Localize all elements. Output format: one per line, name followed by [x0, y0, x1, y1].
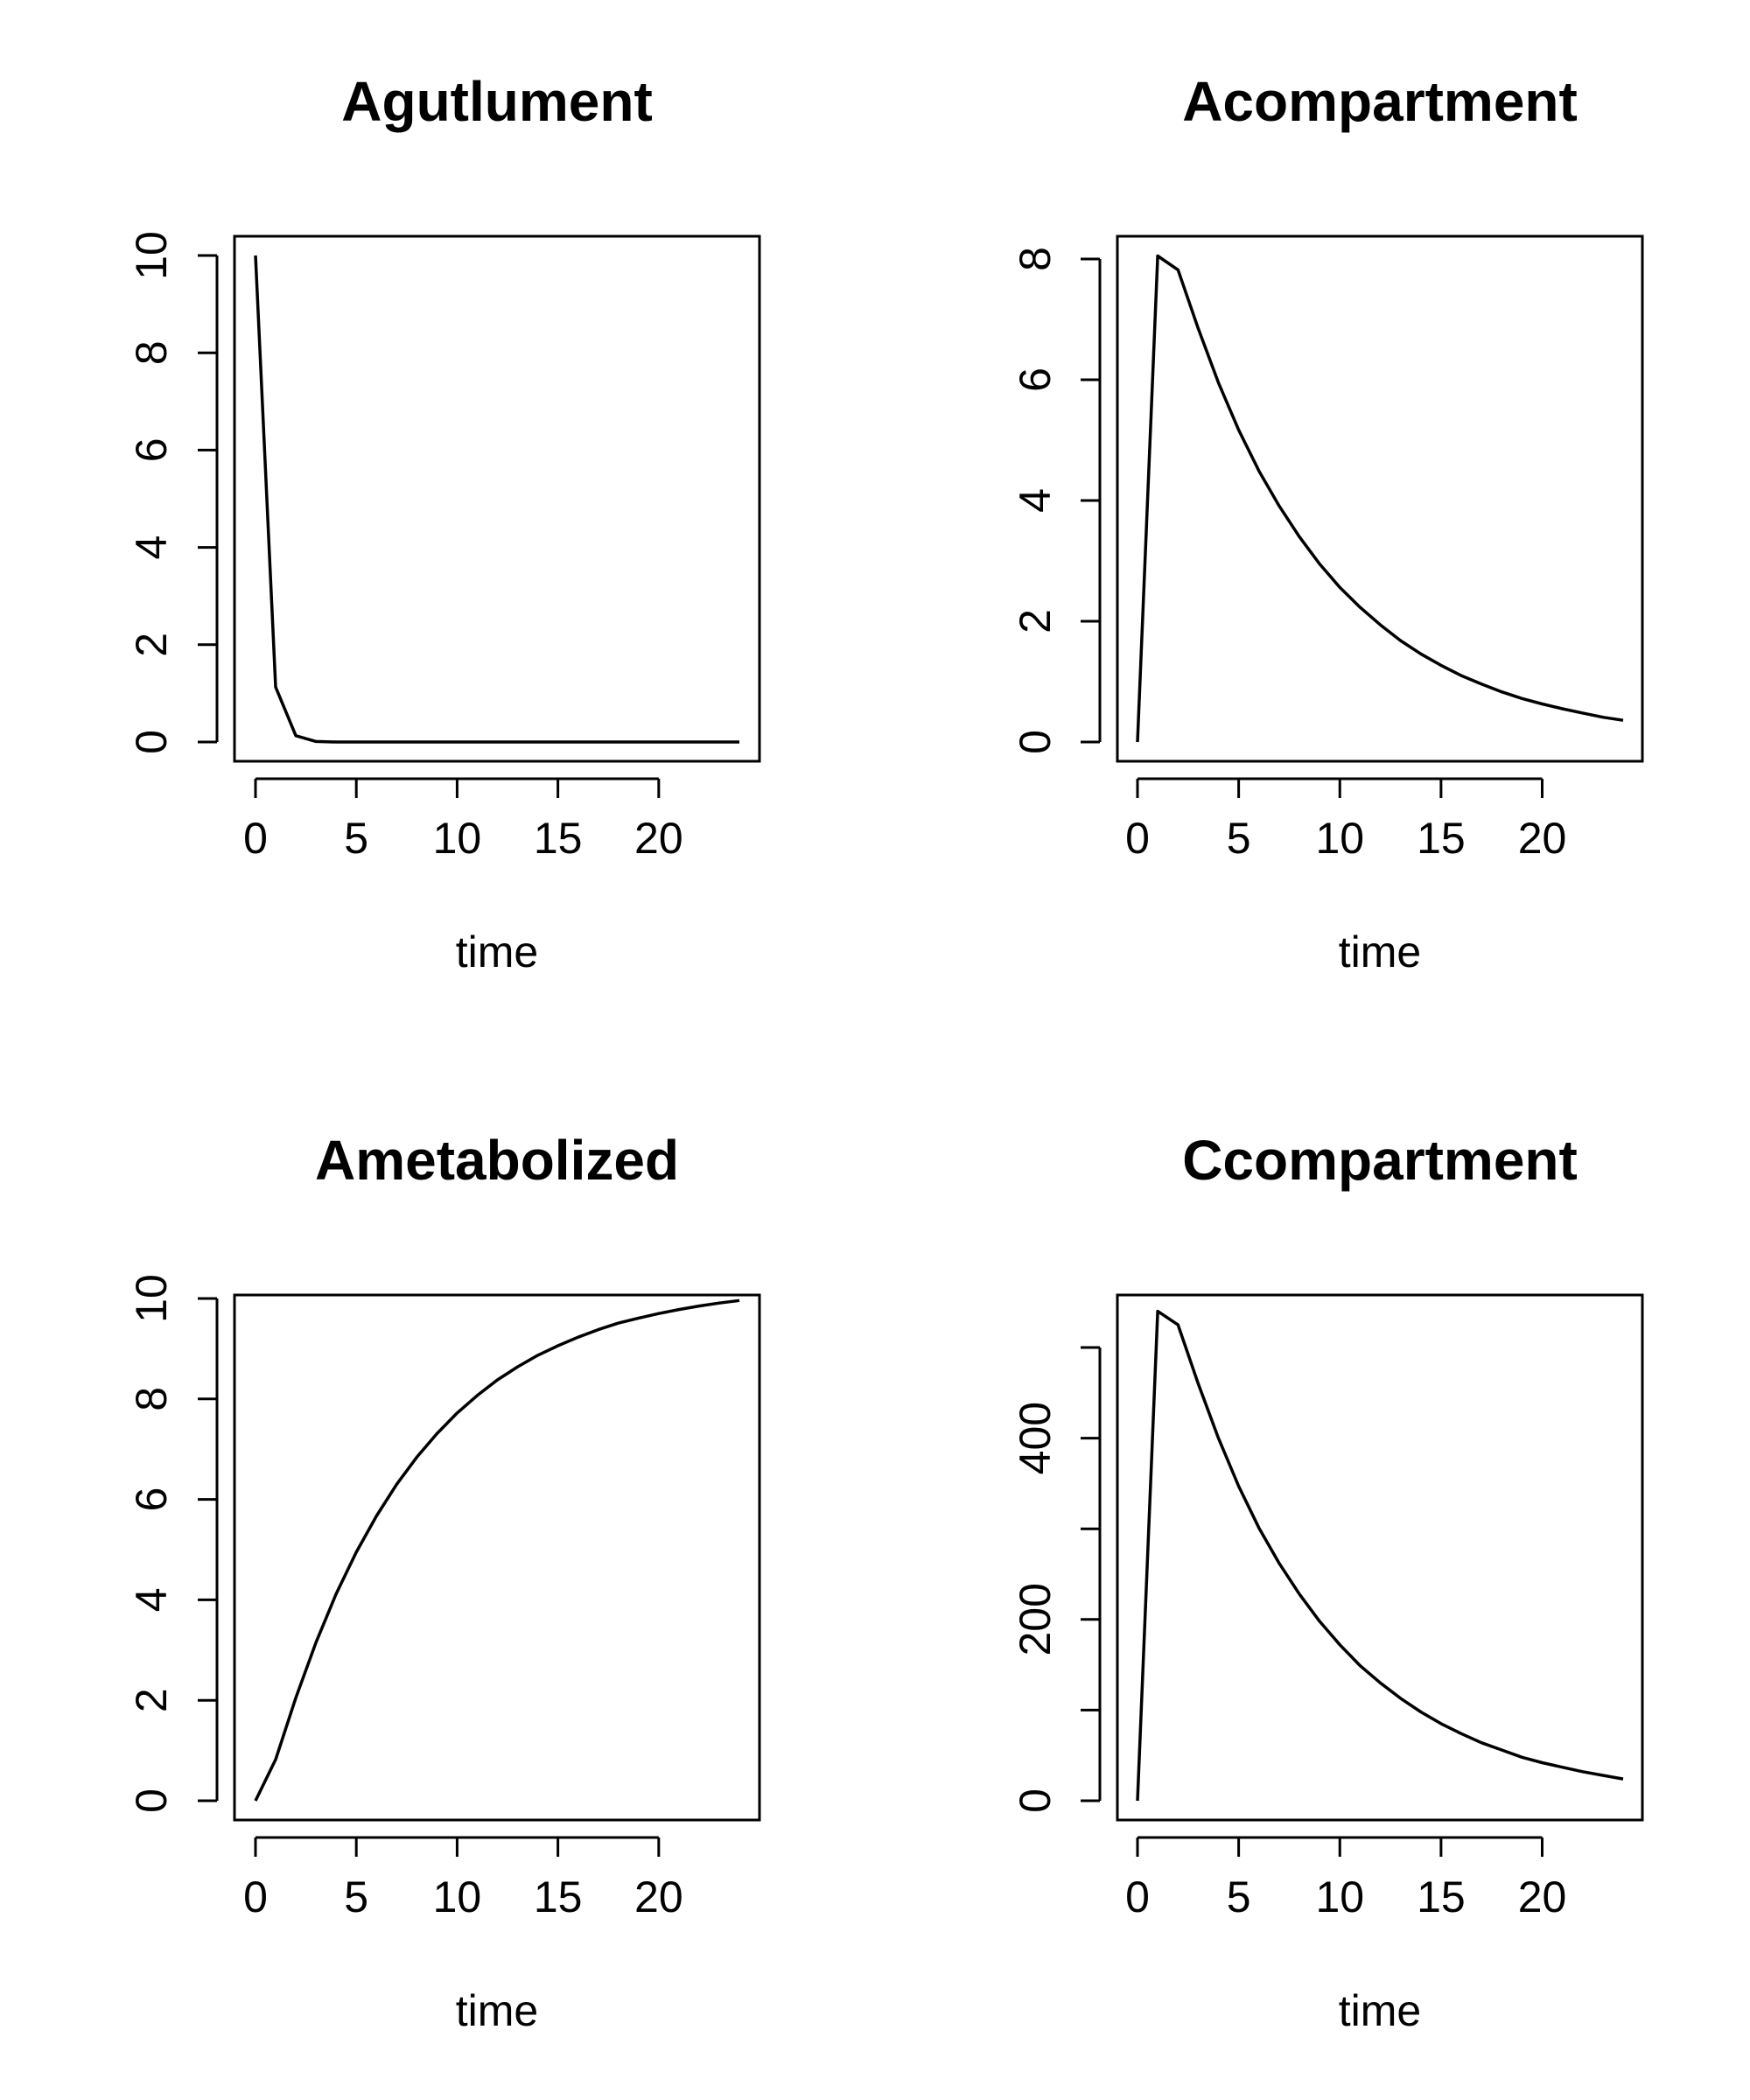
- ccompartment-y-tick-label: 200: [1011, 1583, 1060, 1656]
- ametabolized-x-tick-label: 15: [534, 1872, 583, 1922]
- acompartment-x-tick-label: 0: [1125, 814, 1150, 863]
- ametabolized-x-tick-label: 5: [344, 1872, 368, 1922]
- acompartment-x-tick-label: 10: [1315, 814, 1364, 863]
- ccompartment-x-tick-label: 20: [1518, 1872, 1567, 1922]
- ccompartment-y-tick-label: 0: [1011, 1788, 1060, 1813]
- ametabolized-x-tick-label: 10: [433, 1872, 482, 1922]
- agutlument-x-tick-label: 5: [344, 814, 368, 863]
- ametabolized-y-tick-label: 8: [127, 1387, 176, 1411]
- acompartment-y-tick-label: 4: [1011, 488, 1060, 513]
- acompartment-title: Acompartment: [1182, 70, 1578, 133]
- acompartment-x-tick-label: 5: [1227, 814, 1251, 863]
- agutlument-x-tick-label: 10: [433, 814, 482, 863]
- acompartment-y-tick-label: 0: [1011, 730, 1060, 754]
- ametabolized-x-tick-label: 0: [243, 1872, 268, 1922]
- acompartment-y-tick-label: 6: [1011, 368, 1060, 392]
- agutlument-x-axis-label: time: [456, 928, 538, 976]
- acompartment-x-tick-label: 15: [1417, 814, 1466, 863]
- ccompartment-plot-frame: [1116, 1293, 1644, 1822]
- agutlument-plot-frame: [233, 234, 761, 763]
- agutlument-y-tick-label: 8: [127, 340, 176, 365]
- ametabolized-x-tick-label: 20: [634, 1872, 683, 1922]
- ametabolized-y-tick-label: 4: [127, 1587, 176, 1612]
- acompartment-x-axis-label: time: [1339, 928, 1421, 976]
- ccompartment-x-tick-label: 10: [1315, 1872, 1364, 1922]
- panel-agutlument: Agutlument 0 5 10 15 20 time 0 2 4 6 8 10: [127, 70, 761, 976]
- ametabolized-y-tick-label: 0: [127, 1788, 176, 1813]
- agutlument-y-tick-label: 0: [127, 730, 176, 754]
- agutlument-title: Agutlument: [341, 70, 653, 133]
- acompartment-y-tick-label: 2: [1011, 609, 1060, 634]
- agutlument-x-tick-label: 15: [534, 814, 583, 863]
- ccompartment-series-line: [1136, 1309, 1624, 1802]
- agutlument-series-line: [254, 255, 739, 744]
- panel-ccompartment: Ccompartment 0 5 10 15 20 time 0 200 400: [1011, 1129, 1644, 2035]
- ametabolized-series-line: [254, 1298, 740, 1802]
- ccompartment-x-axis-label: time: [1339, 1986, 1421, 2035]
- ametabolized-plot-frame: [233, 1293, 761, 1822]
- ccompartment-x-tick-label: 0: [1125, 1872, 1150, 1922]
- acompartment-y-tick-label: 8: [1011, 247, 1060, 271]
- ametabolized-title: Ametabolized: [315, 1129, 679, 1192]
- agutlument-y-tick-label: 2: [127, 633, 176, 657]
- ametabolized-x-axis-label: time: [456, 1986, 538, 2035]
- ccompartment-y-tick-label: 400: [1011, 1402, 1060, 1474]
- ccompartment-x-tick-label: 15: [1417, 1872, 1466, 1922]
- agutlument-x-tick-label: 20: [634, 814, 683, 863]
- panel-ametabolized: Ametabolized 0 5 10 15 20 time 0 2 4 6 8 10: [127, 1129, 761, 2035]
- acompartment-plot-frame: [1116, 234, 1644, 763]
- acompartment-series-line: [1136, 254, 1624, 743]
- ametabolized-y-tick-label: 10: [127, 1274, 176, 1323]
- panel-acompartment: Acompartment 0 5 10 15 20 time 0 2 4 6 8: [1011, 70, 1644, 976]
- ccompartment-title: Ccompartment: [1182, 1129, 1578, 1192]
- agutlument-y-tick-label: 4: [127, 536, 176, 560]
- agutlument-y-tick-label: 10: [127, 231, 176, 280]
- agutlument-x-tick-label: 0: [243, 814, 268, 863]
- ametabolized-y-tick-label: 2: [127, 1688, 176, 1712]
- ccompartment-x-tick-label: 5: [1227, 1872, 1251, 1922]
- agutlument-y-tick-label: 6: [127, 438, 176, 462]
- acompartment-x-tick-label: 20: [1518, 814, 1567, 863]
- ametabolized-y-tick-label: 6: [127, 1488, 176, 1512]
